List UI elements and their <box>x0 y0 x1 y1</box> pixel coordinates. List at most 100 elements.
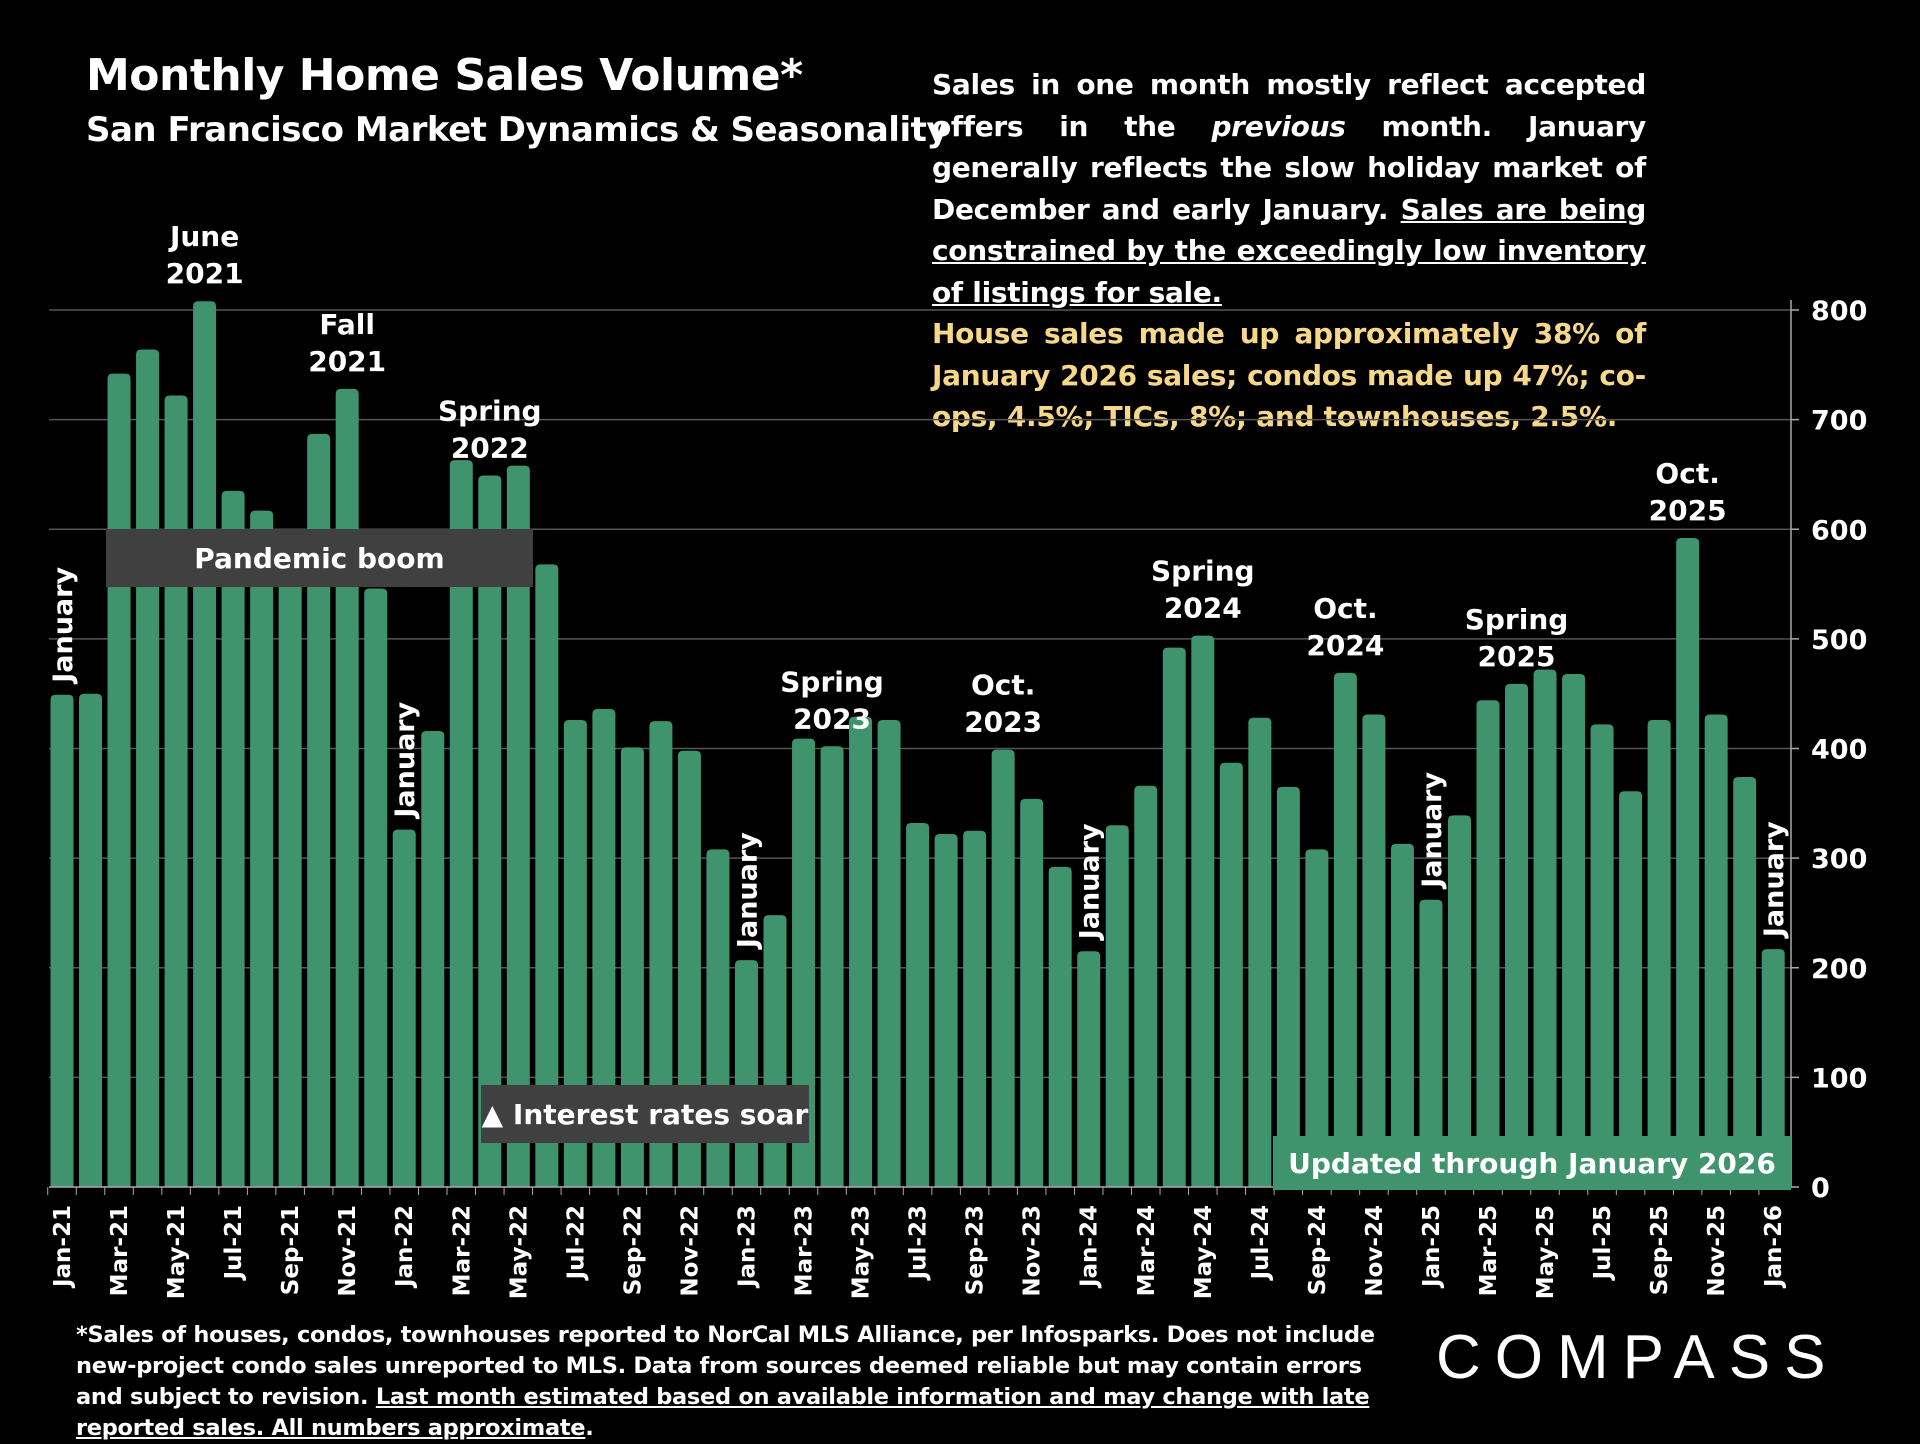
bar <box>1447 815 1471 1187</box>
bar <box>1219 762 1243 1187</box>
footnote: *Sales of houses, condos, townhouses rep… <box>76 1320 1410 1444</box>
bar <box>1704 714 1728 1187</box>
bar <box>364 588 388 1187</box>
bar <box>1020 798 1044 1187</box>
annotation-label: 2025 <box>1478 640 1556 673</box>
bar <box>1419 899 1443 1187</box>
bar <box>1162 647 1186 1187</box>
bar <box>79 693 103 1187</box>
bar <box>1191 635 1215 1187</box>
bar <box>1077 951 1101 1187</box>
y-tick-label: 500 <box>1811 625 1867 656</box>
x-tick-label: Nov-25 <box>1704 1205 1730 1297</box>
annotation-label: Oct. <box>1655 457 1719 490</box>
bar <box>164 395 188 1187</box>
bar <box>563 719 587 1187</box>
x-tick-label: May-23 <box>849 1205 875 1299</box>
x-tick-label: Mar-23 <box>792 1205 818 1296</box>
bar <box>1105 825 1129 1187</box>
x-tick-label: Jul-23 <box>906 1205 932 1281</box>
x-tick-label: Jul-22 <box>563 1205 589 1281</box>
x-tick-label: Jul-24 <box>1248 1205 1274 1281</box>
bar <box>963 830 987 1187</box>
x-tick-label: Jan-25 <box>1419 1205 1445 1289</box>
bar <box>392 829 416 1187</box>
bar <box>250 510 274 1187</box>
x-tick-label: Jan-21 <box>50 1205 76 1289</box>
x-tick-label: May-22 <box>506 1205 532 1299</box>
y-tick-label: 600 <box>1811 515 1867 546</box>
chart-subtitle: San Francisco Market Dynamics & Seasonal… <box>86 110 949 150</box>
bar <box>307 433 331 1188</box>
bar <box>991 749 1015 1187</box>
bar <box>1048 866 1072 1187</box>
bar <box>136 349 160 1188</box>
january-label: January <box>48 567 79 685</box>
annotation-label: 2021 <box>308 345 386 378</box>
x-tick-label: Mar-22 <box>449 1205 475 1296</box>
bar <box>620 747 644 1187</box>
x-tick-label: Jan-22 <box>392 1205 418 1289</box>
x-tick-label: Sep-23 <box>963 1205 989 1295</box>
bar <box>221 490 245 1188</box>
bar <box>1733 777 1757 1187</box>
bar <box>506 465 530 1188</box>
annotation-label: Spring <box>780 665 884 698</box>
footnote-underlined: Last month estimated based on available … <box>76 1384 1370 1441</box>
bar <box>1533 669 1557 1187</box>
bar <box>1248 717 1272 1187</box>
january-label: January <box>1075 823 1106 941</box>
x-tick-label: Mar-21 <box>107 1205 133 1296</box>
annotation-label: 2023 <box>793 702 871 735</box>
x-tick-label: Sep-25 <box>1647 1205 1673 1295</box>
bar <box>535 564 559 1187</box>
bar <box>1761 949 1785 1187</box>
desc-part1: Sales in one month mostly reflect accept… <box>932 68 1646 143</box>
description-text: Sales in one month mostly reflect accept… <box>932 64 1646 313</box>
y-tick-label: 200 <box>1811 954 1867 985</box>
bar <box>1362 714 1386 1187</box>
annotation-label: 2025 <box>1649 494 1727 527</box>
footnote-text: *Sales of houses, condos, townhouses rep… <box>76 1322 1375 1410</box>
bar <box>677 750 701 1187</box>
footnote-end: . <box>585 1415 594 1441</box>
pandemic-boom-label: Pandemic boom <box>106 529 533 587</box>
bar <box>1505 683 1529 1187</box>
x-tick-label: Sep-21 <box>278 1205 304 1295</box>
bar <box>1676 538 1700 1187</box>
bar <box>1276 786 1300 1187</box>
annotation-label: Spring <box>1465 603 1569 636</box>
bar <box>449 460 473 1187</box>
x-tick-label: Sep-24 <box>1305 1205 1331 1295</box>
composition-note: House sales made up approximately 38% of… <box>932 317 1646 433</box>
desc-underlined: Sales are being constrained by the excee… <box>932 192 1646 309</box>
bar <box>792 738 816 1187</box>
x-tick-label: Mar-25 <box>1476 1205 1502 1296</box>
x-tick-label: Jul-25 <box>1590 1205 1616 1281</box>
annotation-label: Fall <box>319 308 375 341</box>
x-tick-label: May-25 <box>1533 1205 1559 1299</box>
bar <box>849 716 873 1187</box>
x-tick-label: Nov-23 <box>1020 1205 1046 1297</box>
annotation-label: Spring <box>1151 555 1255 588</box>
bar <box>478 475 502 1187</box>
bar <box>278 551 302 1187</box>
annotation-label: 2024 <box>1164 592 1242 625</box>
x-tick-label: Jul-21 <box>221 1205 247 1281</box>
y-tick-label: 0 <box>1811 1173 1830 1204</box>
annotation-label: Oct. <box>971 669 1035 702</box>
chart-title: Monthly Home Sales Volume* <box>86 50 803 101</box>
bar <box>1390 843 1414 1187</box>
y-tick-label: 700 <box>1811 406 1867 437</box>
x-tick-label: Sep-22 <box>620 1205 646 1295</box>
bar <box>1590 724 1614 1187</box>
y-tick-label: 400 <box>1811 735 1867 766</box>
x-tick-label: May-24 <box>1191 1205 1217 1299</box>
desc-part2: month. January generally reflects the sl… <box>932 109 1646 226</box>
bar <box>820 746 844 1187</box>
y-tick-label: 800 <box>1811 296 1867 327</box>
x-tick-label: Nov-21 <box>335 1205 361 1297</box>
january-label: January <box>732 832 763 950</box>
bar <box>193 301 217 1188</box>
